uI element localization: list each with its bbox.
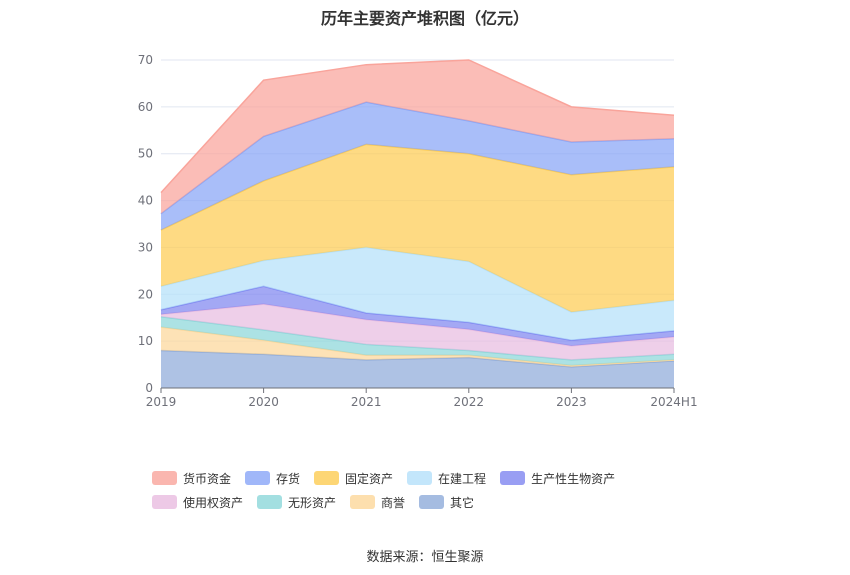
- legend-swatch: [407, 471, 433, 485]
- legend-label: 无形资产: [288, 495, 337, 510]
- legend-swatch: [245, 471, 271, 485]
- legend-swatch: [152, 471, 177, 485]
- legend-swatch: [350, 495, 376, 509]
- y-tick-label: 60: [138, 100, 153, 114]
- area-line-货币资金: [160, 59, 675, 194]
- y-tick-label: 0: [145, 381, 153, 395]
- legend-label: 使用权资产: [183, 495, 244, 510]
- stacked-area-chart: 0 10 20 30 40 50 60 70 2019 2020 2021 2022 2023 2024H…: [138, 53, 698, 409]
- area-line-在建工程: [160, 246, 675, 313]
- legend-label: 货币资金: [183, 471, 232, 486]
- legend-label: 在建工程: [438, 471, 487, 486]
- legend-swatch: [500, 471, 526, 485]
- y-tick-label: 20: [138, 287, 153, 301]
- y-tick-label: 30: [138, 240, 153, 254]
- area-使用权资产: [161, 304, 674, 360]
- legend-swatch: [152, 495, 177, 509]
- data-source: 数据来源：恒生聚源: [366, 550, 484, 565]
- legend-swatch: [314, 471, 340, 485]
- area-无形资产: [161, 316, 674, 366]
- y-tick-label: 10: [138, 334, 153, 348]
- area-line-使用权资产: [160, 303, 675, 347]
- legend-item[interactable]: 商誉: [350, 494, 405, 510]
- y-tick-label: 50: [138, 147, 153, 161]
- legend-item[interactable]: 无形资产: [257, 494, 336, 510]
- y-tick-label: 40: [138, 194, 153, 208]
- x-tick-label: 2022: [454, 395, 485, 409]
- area-固定资产: [161, 144, 674, 313]
- x-tick-label: 2023: [556, 395, 587, 409]
- x-tick-label: 2019: [146, 395, 177, 409]
- legend-swatch: [257, 495, 283, 509]
- legend-item[interactable]: 使用权资产: [152, 494, 243, 510]
- legend-item[interactable]: 存货: [245, 470, 300, 486]
- legend-item[interactable]: 其它: [419, 494, 474, 510]
- legend-label: 存货: [276, 471, 301, 486]
- area-series: [160, 59, 675, 388]
- legend-label: 其它: [450, 495, 475, 510]
- legend-item[interactable]: 在建工程: [407, 470, 486, 486]
- legend-label: 生产性生物资产: [531, 471, 616, 486]
- legend: 货币资金 存货 固定资产 在建工程 生产性生物资产使用权资产 无形资产 商誉 其它: [152, 470, 712, 510]
- x-tick-label: 2020: [248, 395, 279, 409]
- chart-title: 历年主要资产堆积图（亿元）: [320, 9, 529, 28]
- area-在建工程: [161, 247, 674, 341]
- legend-item[interactable]: 生产性生物资产: [500, 470, 615, 486]
- area-其它: [161, 350, 674, 388]
- area-生产性生物资产: [161, 286, 674, 346]
- y-tick-label: 70: [138, 53, 153, 67]
- x-tick-label: 2024H1: [650, 395, 697, 409]
- legend-label: 固定资产: [345, 471, 394, 486]
- x-tick-label: 2021: [351, 395, 382, 409]
- legend-swatch: [419, 495, 445, 509]
- area-货币资金: [161, 60, 674, 214]
- area-存货: [161, 102, 674, 231]
- legend-item[interactable]: 固定资产: [314, 470, 393, 486]
- axes: 0 10 20 30 40 50 60 70 2019 2020 2021 2022 2023 2024H…: [138, 53, 698, 409]
- legend-label: 商誉: [381, 495, 406, 510]
- legend-item[interactable]: 货币资金: [152, 470, 231, 486]
